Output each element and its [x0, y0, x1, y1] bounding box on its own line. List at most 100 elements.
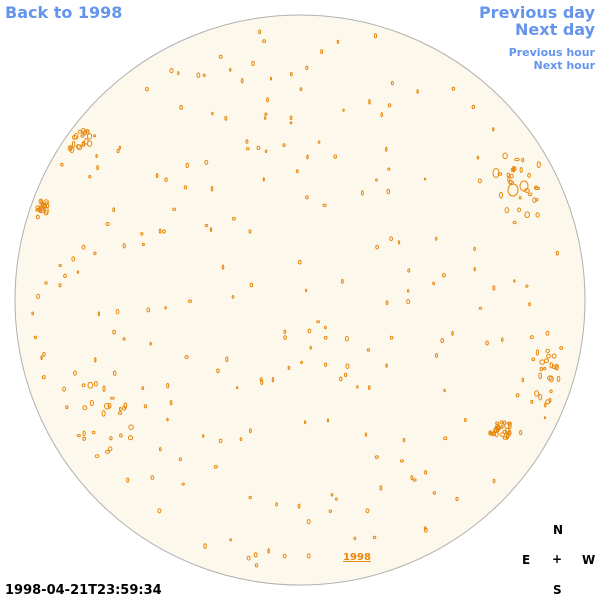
magnetic-feature [295, 169, 299, 174]
magnetic-feature [42, 351, 46, 357]
magnetic-feature [82, 405, 88, 411]
magnetic-feature [443, 436, 448, 441]
magnetic-feature [40, 355, 43, 361]
magnetic-feature [196, 72, 201, 78]
magnetic-feature [365, 508, 370, 514]
magnetic-feature [164, 306, 167, 310]
magnetic-feature [141, 386, 145, 391]
magnetic-feature [435, 236, 438, 241]
magnetic-feature [535, 212, 540, 218]
magnetic-feature [512, 165, 516, 173]
magnetic-feature [62, 386, 66, 392]
magnetic-feature [543, 367, 547, 371]
compass-south-label: S [553, 583, 562, 597]
magnetic-feature [335, 497, 338, 501]
magnetic-feature [183, 185, 188, 190]
magnetic-feature [416, 89, 419, 94]
magnetic-feature [326, 418, 330, 423]
magnetic-feature [305, 65, 309, 71]
magnetic-feature [248, 229, 252, 234]
previous-day-link[interactable]: Previous day [478, 3, 595, 22]
magnetic-feature [504, 207, 510, 214]
magnetic-feature [341, 278, 344, 284]
magnetic-feature [451, 330, 454, 336]
magnetic-feature [60, 162, 64, 167]
magnetic-feature [164, 177, 168, 182]
magnetic-feature [245, 139, 249, 144]
magnetic-feature [443, 388, 446, 393]
magnetic-feature [86, 140, 93, 147]
magnetic-feature [306, 553, 311, 559]
magnetic-feature [88, 175, 92, 179]
magnetic-feature [112, 207, 115, 213]
previous-hour-link[interactable]: Previous hour [508, 46, 595, 59]
back-to-year-link[interactable]: Back to 1998 [5, 3, 123, 22]
magnetic-feature [424, 470, 428, 475]
magnetic-feature [300, 360, 304, 364]
magnetic-feature [253, 552, 258, 558]
magnetic-feature [275, 502, 278, 507]
magnetic-feature [187, 299, 192, 303]
year-link[interactable]: 1998 [343, 552, 371, 563]
magnetic-feature [502, 152, 508, 160]
magnetic-feature [412, 478, 417, 482]
magnetic-feature [82, 430, 86, 437]
magnetic-feature [527, 192, 533, 197]
magnetic-feature [432, 281, 436, 286]
magnetic-feature [517, 207, 522, 213]
magnetic-feature [440, 338, 445, 344]
magnetic-feature [538, 372, 543, 380]
magnetic-feature [407, 268, 411, 273]
magnetic-feature [141, 242, 145, 247]
magnetic-feature [504, 427, 510, 435]
magnetic-feature [521, 157, 525, 163]
magnetic-feature [239, 437, 243, 442]
magnetic-feature [162, 229, 166, 234]
magnetic-feature [287, 365, 291, 370]
magnetic-feature [528, 302, 531, 307]
magnetic-feature [306, 154, 309, 160]
magnetic-feature [240, 78, 244, 84]
magnetic-feature [455, 496, 459, 502]
magnetic-feature [94, 357, 97, 363]
magnetic-feature [317, 140, 321, 144]
magnetic-feature [549, 362, 553, 369]
magnetic-feature [256, 145, 261, 151]
magnetic-feature [451, 86, 456, 91]
magnetic-feature [320, 49, 324, 55]
magnetic-feature [122, 337, 126, 341]
magnetic-feature [473, 246, 476, 251]
magnetic-feature [306, 519, 311, 525]
magnetic-feature [322, 203, 327, 208]
magnetic-feature [84, 129, 90, 133]
magnetic-feature [209, 227, 213, 233]
magnetic-feature [65, 405, 69, 410]
magnetic-feature [248, 495, 252, 500]
magnetic-feature [499, 420, 504, 425]
magnetic-feature [555, 250, 559, 256]
magnetic-feature [407, 289, 410, 293]
magnetic-feature [245, 147, 250, 151]
magnetic-feature [80, 134, 85, 138]
magnetic-feature [344, 335, 349, 342]
magnetic-feature [63, 273, 67, 278]
magnetic-feature [262, 177, 265, 182]
magnetic-feature [298, 259, 302, 265]
magnetic-feature [213, 465, 218, 469]
next-day-link[interactable]: Next day [515, 20, 595, 39]
magnetic-feature [546, 353, 551, 359]
magnetic-feature [389, 335, 394, 340]
magnetic-feature [40, 209, 46, 214]
magnetic-feature [58, 283, 62, 288]
magnetic-feature [179, 105, 183, 110]
magnetic-feature [549, 389, 553, 394]
next-hour-link[interactable]: Next hour [533, 59, 596, 72]
magnetic-feature [342, 108, 345, 112]
magnetic-feature [246, 555, 251, 561]
magnetic-feature [258, 29, 262, 35]
magnetic-feature [105, 450, 110, 454]
magnetic-feature [507, 176, 511, 183]
magnetic-feature [524, 211, 531, 218]
magnetic-feature [492, 168, 500, 178]
magnetic-feature [492, 478, 496, 484]
